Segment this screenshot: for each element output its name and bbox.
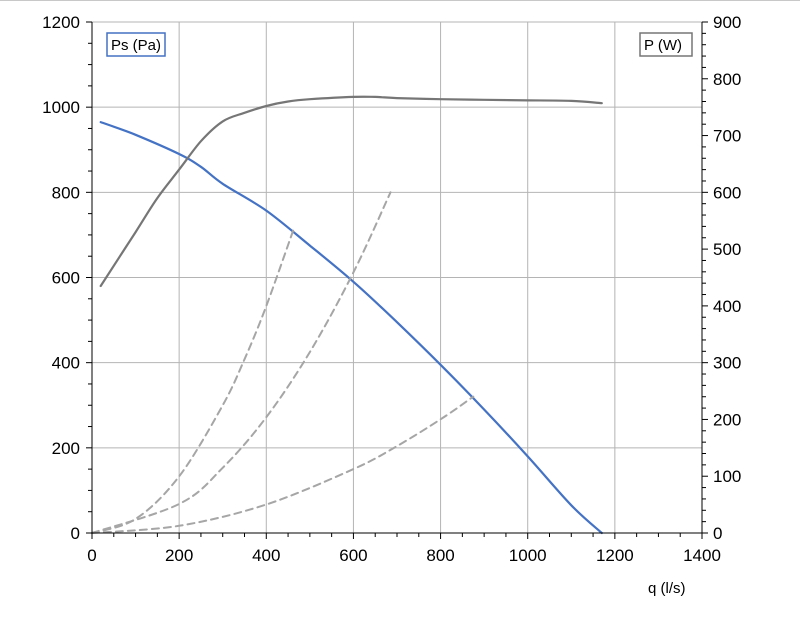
y-right-tick-label: 800: [713, 70, 741, 89]
y-right-tick-label: 500: [713, 240, 741, 259]
top-border: [0, 0, 800, 1]
x-tick-label: 600: [339, 546, 367, 565]
series: [91, 95, 603, 535]
y-left-tick-label: 1000: [42, 98, 80, 117]
axes: 0 200 400 600 800 1000 1200 1400020040060080010…: [42, 13, 741, 565]
system-curve-1: [91, 225, 296, 534]
legend-ps: Ps (Pa): [106, 32, 166, 57]
x-tick-label: 1400: [683, 546, 721, 565]
legend-power-label: P (W): [644, 37, 682, 54]
y-left-tick-label: 600: [52, 269, 80, 288]
gridlines: [92, 21, 702, 533]
x-tick-label: 200: [165, 546, 193, 565]
legend-power-box: [639, 32, 693, 57]
y-left-tick-label: 1200: [42, 13, 80, 32]
x-tick-label: 400: [252, 546, 280, 565]
power-series-line: [99, 95, 603, 288]
y-right-tick-label: 700: [713, 127, 741, 146]
y-right-tick-label: 600: [713, 183, 741, 202]
ps-series-line: [99, 121, 603, 535]
x-tick-label: 1000: [509, 546, 547, 565]
y-right-tick-label: 900: [713, 13, 741, 32]
x-axis-title: q (l/s): [648, 580, 686, 597]
system-curve-2: [91, 191, 392, 534]
y-right-tick-label: 0: [713, 524, 722, 543]
y-left-tick-label: 200: [52, 439, 80, 458]
x-tick-label: 0: [87, 546, 96, 565]
y-left-tick-label: 0: [71, 524, 80, 543]
legend-ps-label: Ps (Pa): [111, 37, 161, 54]
y-right-tick-label: 300: [713, 354, 741, 373]
x-tick-label: 800: [426, 546, 454, 565]
y-right-tick-label: 100: [713, 467, 741, 486]
x-tick-label: 1200: [596, 546, 634, 565]
y-right-tick-label: 400: [713, 297, 741, 316]
y-right-tick-label: 200: [713, 410, 741, 429]
legend-ps-box: [106, 32, 166, 57]
y-left-tick-label: 400: [52, 354, 80, 373]
legend-power: P (W): [639, 32, 693, 57]
system-curve-3: [91, 395, 475, 534]
y-left-tick-label: 800: [52, 183, 80, 202]
